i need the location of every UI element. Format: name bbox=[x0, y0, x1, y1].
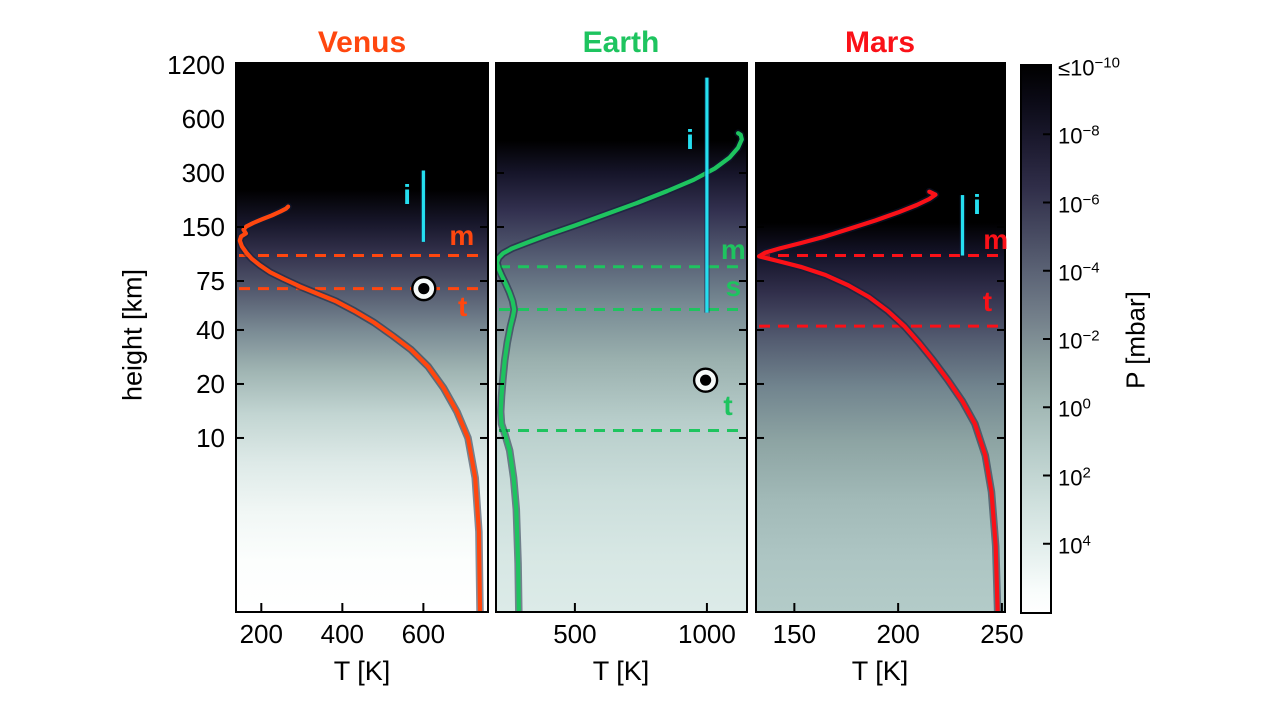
colorbar-tick-label-6: 102 bbox=[1058, 463, 1091, 491]
venus-profile-plot bbox=[237, 64, 487, 611]
mars-x-tick-label-200: 200 bbox=[876, 619, 920, 649]
y-tick-label-75: 75 bbox=[196, 266, 225, 296]
colorbar-label: P [mbar] bbox=[1120, 291, 1151, 389]
venus-x-axis-label: T [K] bbox=[333, 656, 391, 686]
earth-annotation-t: t bbox=[723, 390, 733, 422]
colorbar-tick-label-0: ≤10−10 bbox=[1058, 54, 1120, 81]
earth-title: Earth bbox=[582, 26, 660, 59]
venus-x-tick-label-600: 600 bbox=[401, 619, 446, 649]
y-tick-label-300: 300 bbox=[181, 158, 225, 188]
mars-annotation-t: t bbox=[982, 286, 993, 318]
mars-x-tick-label-150: 150 bbox=[772, 619, 817, 649]
mars-annotation-m: m bbox=[983, 223, 1009, 255]
venus-panel-background bbox=[235, 62, 489, 613]
y-tick-label-40: 40 bbox=[196, 314, 225, 345]
earth-x-tick-label-500: 500 bbox=[553, 619, 597, 649]
colorbar-tick-label-4: 10−2 bbox=[1058, 327, 1100, 354]
colorbar-tick-label-3: 10−4 bbox=[1058, 259, 1100, 286]
earth-annotation-i: i bbox=[686, 123, 694, 155]
colorbar-tick-label-1: 10−8 bbox=[1058, 122, 1100, 149]
colorbar-ticks bbox=[1043, 133, 1050, 545]
venus-annotation-t: t bbox=[458, 290, 468, 322]
venus-annotation-m: m bbox=[449, 220, 475, 252]
y-tick-label-10: 10 bbox=[196, 422, 225, 453]
venus-circled-dot-marker bbox=[411, 275, 437, 302]
venus-title: Venus bbox=[317, 26, 407, 59]
mars-panel-background bbox=[755, 62, 1006, 613]
earth-annotation-m: m bbox=[720, 233, 746, 265]
mars-x-tick-label-250: 250 bbox=[980, 619, 1024, 649]
venus-annotation-i: i bbox=[403, 179, 412, 211]
mars-profile-plot bbox=[757, 64, 1004, 611]
colorbar-tick-label-2: 10−6 bbox=[1058, 190, 1100, 218]
y-tick-label-150: 150 bbox=[181, 212, 225, 242]
earth-annotation-s: s bbox=[725, 271, 742, 303]
earth-x-axis-label: T [K] bbox=[592, 656, 650, 686]
venus-x-tick-label-200: 200 bbox=[239, 619, 283, 649]
mars-x-axis-label: T [K] bbox=[851, 656, 909, 686]
earth-profile-plot bbox=[497, 64, 746, 611]
colorbar-tick-label-5: 100 bbox=[1058, 395, 1091, 422]
earth-circled-dot-marker bbox=[692, 367, 719, 393]
y-tick-label-20: 20 bbox=[196, 368, 225, 399]
venus-x-tick-label-400: 400 bbox=[320, 619, 365, 649]
mars-annotation-i: i bbox=[973, 188, 981, 220]
mars-title: Mars bbox=[844, 26, 916, 59]
colorbar-tick-label-7: 104 bbox=[1058, 532, 1091, 559]
earth-x-tick-label-1000: 1000 bbox=[677, 619, 736, 649]
y-tick-label-1200: 1200 bbox=[167, 50, 225, 80]
y-tick-label-600: 600 bbox=[181, 104, 225, 134]
